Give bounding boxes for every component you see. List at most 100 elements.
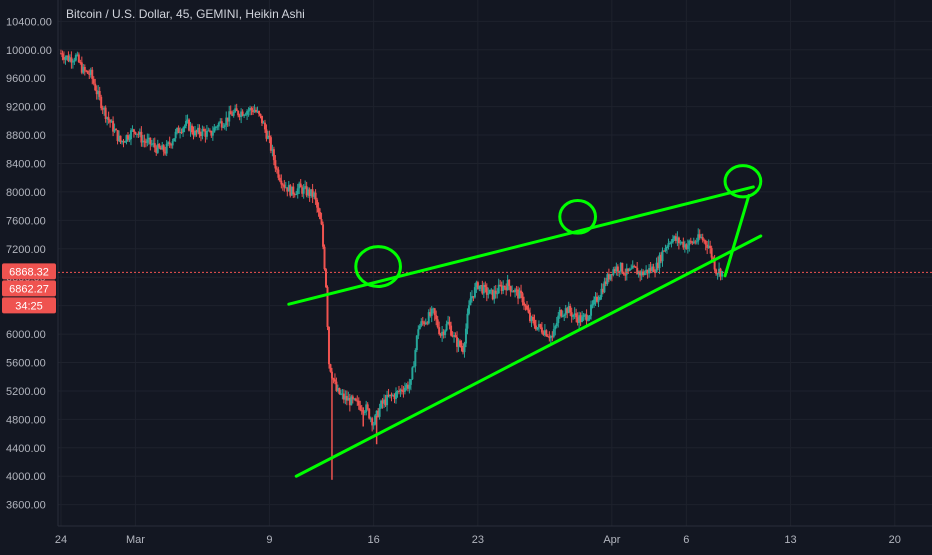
candle bbox=[399, 389, 402, 392]
candle bbox=[549, 336, 552, 339]
candle bbox=[141, 140, 144, 143]
annotation-circle[interactable] bbox=[558, 198, 598, 235]
candle bbox=[232, 112, 235, 116]
candle bbox=[715, 269, 718, 274]
candle bbox=[688, 240, 691, 246]
candle bbox=[447, 321, 450, 324]
candle bbox=[354, 398, 357, 401]
interval[interactable]: 45 bbox=[176, 7, 190, 21]
candle bbox=[310, 189, 313, 197]
candle bbox=[180, 131, 183, 133]
candle bbox=[394, 392, 397, 400]
candle bbox=[657, 262, 660, 269]
candle bbox=[615, 266, 618, 272]
candle bbox=[631, 265, 634, 269]
annotation-circle[interactable] bbox=[354, 245, 402, 288]
candle bbox=[618, 270, 621, 272]
candle bbox=[637, 271, 640, 275]
candle bbox=[700, 237, 703, 239]
candle bbox=[353, 398, 356, 400]
candle bbox=[59, 53, 62, 55]
candle bbox=[662, 250, 665, 252]
trend-line[interactable] bbox=[723, 193, 751, 278]
symbol-name[interactable]: Bitcoin / U.S. Dollar bbox=[66, 7, 170, 21]
candle bbox=[481, 285, 484, 294]
exchange: GEMINI bbox=[196, 7, 239, 21]
candle bbox=[411, 367, 414, 380]
candle bbox=[523, 302, 526, 306]
candle bbox=[500, 285, 503, 291]
candle bbox=[652, 266, 655, 273]
candle bbox=[296, 188, 299, 195]
candle bbox=[65, 55, 68, 58]
candle bbox=[593, 299, 596, 305]
candle bbox=[585, 314, 588, 321]
candle bbox=[701, 237, 704, 241]
y-tick-label: 3600.00 bbox=[6, 500, 46, 512]
candle bbox=[128, 139, 131, 141]
annotation-circle[interactable] bbox=[723, 164, 763, 199]
candle bbox=[295, 194, 298, 196]
candle bbox=[579, 315, 582, 322]
candle bbox=[436, 319, 439, 328]
candle bbox=[448, 321, 451, 326]
candle bbox=[368, 408, 371, 419]
price-badge-label: 6868.32 bbox=[9, 266, 49, 278]
candle bbox=[497, 284, 500, 294]
candle bbox=[201, 128, 204, 136]
candle bbox=[159, 147, 162, 150]
candle bbox=[506, 279, 509, 291]
candle bbox=[706, 244, 709, 248]
candle bbox=[526, 305, 529, 310]
candle bbox=[499, 284, 502, 286]
candle bbox=[528, 312, 531, 322]
candle bbox=[572, 315, 575, 317]
candle bbox=[454, 335, 457, 338]
candle bbox=[258, 111, 261, 114]
candle bbox=[240, 111, 243, 118]
candle bbox=[357, 400, 360, 406]
candle bbox=[241, 111, 244, 116]
x-tick-label: 16 bbox=[368, 534, 380, 546]
candle bbox=[511, 291, 514, 293]
candle bbox=[170, 144, 173, 146]
candle bbox=[351, 396, 354, 400]
candle bbox=[423, 322, 426, 325]
candle bbox=[453, 335, 456, 337]
candle bbox=[158, 144, 161, 148]
candle bbox=[613, 269, 616, 272]
candle bbox=[677, 237, 680, 244]
candle bbox=[135, 133, 138, 135]
candle bbox=[488, 289, 491, 294]
chart-style[interactable]: Heikin Ashi bbox=[245, 7, 305, 21]
candle bbox=[400, 389, 403, 392]
chart-header: Bitcoin / U.S. Dollar, 45, GEMINI, Heiki… bbox=[66, 7, 305, 21]
candle bbox=[237, 110, 240, 116]
x-tick-label: 9 bbox=[266, 534, 272, 546]
candle bbox=[188, 119, 191, 131]
candle bbox=[211, 132, 214, 136]
y-tick-label: 8800.00 bbox=[6, 130, 46, 142]
candle bbox=[317, 207, 320, 212]
candle bbox=[314, 192, 317, 200]
trend-line[interactable] bbox=[294, 234, 763, 478]
candle bbox=[655, 262, 658, 273]
y-tick-label: 4400.00 bbox=[6, 443, 46, 455]
candle bbox=[107, 117, 110, 120]
candle bbox=[676, 237, 679, 241]
candle bbox=[517, 289, 520, 299]
candle bbox=[313, 192, 316, 197]
candle bbox=[82, 66, 85, 73]
candle bbox=[403, 387, 406, 392]
candle bbox=[442, 331, 445, 336]
candle bbox=[77, 54, 80, 63]
candle bbox=[564, 308, 567, 315]
candle bbox=[205, 130, 208, 137]
candle bbox=[555, 323, 558, 327]
candle bbox=[67, 55, 70, 62]
x-tick-label: 6 bbox=[683, 534, 689, 546]
candle bbox=[132, 129, 135, 133]
